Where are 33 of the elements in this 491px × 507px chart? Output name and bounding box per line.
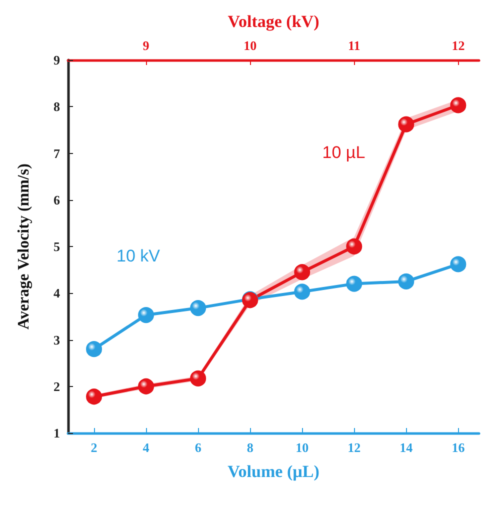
x-tick-label: 6 [194,440,202,455]
y-tick-label: 8 [54,99,60,114]
y-tick-label: 2 [54,378,60,394]
point [86,341,102,358]
x2-axis-title: Voltage (kV) [228,12,320,31]
y-tick-label: 9 [54,52,60,68]
x-tick-label: 14 [400,440,414,455]
x-tick-label: 2 [90,440,98,455]
y-tick-label: 3 [54,332,60,348]
x-tick-label: 8 [246,440,254,455]
series-label: 10 µL [322,142,366,162]
x-tick-label: 12 [348,440,361,455]
y-tick-label: 1 [54,426,60,440]
x2-tick-label: 12 [452,38,465,53]
y-tick-label: 7 [54,146,60,161]
point [294,284,310,300]
point [398,273,414,290]
x-tick-label: 16 [452,440,466,455]
point [450,256,466,272]
x-tick-label: 10 [296,440,309,455]
text: 10 kV [116,246,161,266]
y-axis-title: Average Velocity (mm/s) [16,164,32,330]
x-axis-title: Volume (µL) [228,462,320,481]
x-tick-label: 4 [142,440,150,455]
point [138,307,154,324]
y-tick-label: 4 [54,286,60,301]
y-tick-label: 5 [54,239,60,254]
x2-tick-label: 10 [244,38,257,53]
point [346,276,362,292]
x2-tick-label: 9 [142,38,150,53]
x2-tick-label: 11 [348,38,360,53]
point [190,300,206,316]
y-tick-label: 6 [54,192,60,208]
